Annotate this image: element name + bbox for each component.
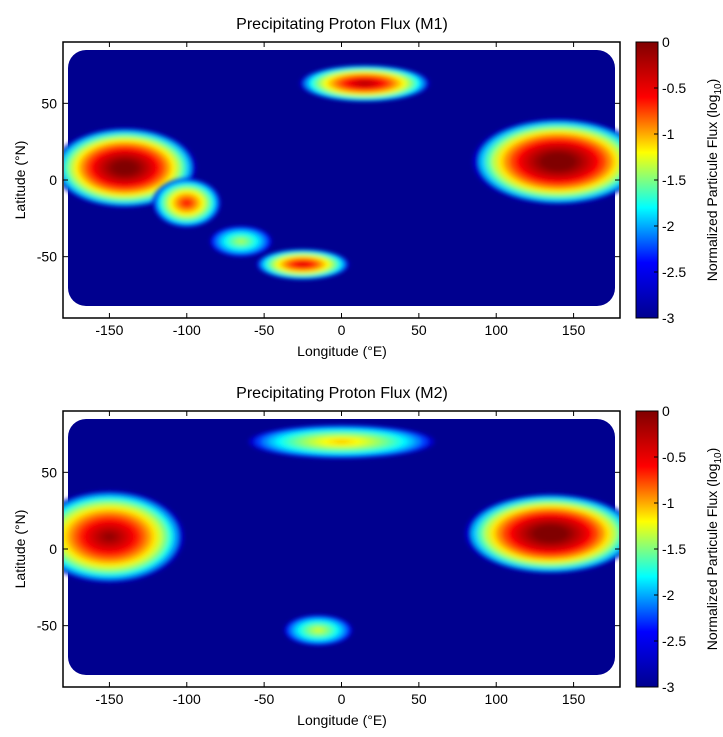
y-tick-label: 0 [49, 541, 57, 557]
colorbar-label-close: ) [704, 448, 720, 453]
y-axis-label: Latitude (°N) [12, 141, 28, 220]
x-tick-label: -150 [95, 322, 123, 338]
x-tick-label: -150 [95, 691, 123, 707]
x-tick-label: 0 [338, 691, 346, 707]
flux-region [35, 491, 184, 583]
x-tick-label: 50 [411, 691, 427, 707]
plot-area [35, 419, 635, 675]
colorbar-label: Normalized Particule Flux (log10) [704, 79, 723, 282]
x-axis-label: Longitude (°E) [297, 343, 387, 359]
x-tick-label: 100 [485, 691, 509, 707]
colorbar-tick-label: -1.5 [662, 541, 686, 557]
colorbar-label-subscript: 10 [713, 83, 723, 95]
colorbar-label-text: Normalized Particule Flux (log [704, 464, 720, 651]
chart-m1-svg: Precipitating Proton Flux (M1) -150 -100-… [0, 0, 723, 368]
colorbar-tick-label: 0 [662, 403, 670, 419]
flux-region [300, 65, 430, 102]
x-tick-label: -100 [173, 322, 201, 338]
colorbar: 0 -0.5 -1 -1.5 -2 -2.5 -3 [636, 403, 686, 695]
chart-panel-m2: Precipitating Proton Flux (M2) -150 -100-… [0, 369, 723, 737]
x-tick-label: 100 [485, 322, 509, 338]
y-tick-label: 50 [41, 95, 57, 111]
chart-title: Precipitating Proton Flux (M2) [236, 385, 448, 402]
chart-m2-svg: Precipitating Proton Flux (M2) -150 -100-… [0, 369, 723, 737]
flux-region [256, 249, 349, 280]
flux-region [249, 425, 435, 459]
colorbar-tick-label: -1.5 [662, 172, 686, 188]
x-tick-label: 150 [562, 691, 586, 707]
x-tick-label: 150 [562, 322, 586, 338]
flux-region [473, 119, 643, 205]
y-tick-label: -50 [37, 249, 57, 265]
chart-title: Precipitating Proton Flux (M1) [236, 16, 448, 33]
flux-region [153, 178, 221, 227]
colorbar-label-subscript: 10 [713, 452, 723, 464]
colorbar-label-close: ) [704, 79, 720, 84]
x-axis-label: Longitude (°E) [297, 712, 387, 728]
flux-region [465, 494, 635, 574]
flux-region [210, 226, 272, 257]
flux-region [284, 615, 352, 646]
colorbar-tick-label: -2.5 [662, 633, 686, 649]
x-tick-label: -50 [254, 322, 274, 338]
colorbar-label: Normalized Particule Flux (log10) [704, 448, 723, 651]
colorbar-tick-label: -1 [662, 495, 675, 511]
colorbar: 0 -0.5 -1 -1.5 -2 -2.5 -3 [636, 34, 686, 326]
colorbar-tick-label: -2.5 [662, 264, 686, 280]
colorbar-tick-label: -0.5 [662, 80, 686, 96]
y-tick-label: -50 [37, 618, 57, 634]
chart-panel-m1: Precipitating Proton Flux (M1) -150 -100-… [0, 0, 723, 368]
y-axis-label: Latitude (°N) [12, 510, 28, 589]
plot-area [54, 50, 643, 306]
y-tick-label: 50 [41, 464, 57, 480]
colorbar-tick-label: 0 [662, 34, 670, 50]
x-tick-label: -100 [173, 691, 201, 707]
colorbar-tick-label: -0.5 [662, 449, 686, 465]
colorbar-tick-label: -1 [662, 126, 675, 142]
colorbar-tick-label: -3 [662, 679, 675, 695]
colorbar-tick-label: -3 [662, 310, 675, 326]
x-tick-label: 50 [411, 322, 427, 338]
x-tick-label: -50 [254, 691, 274, 707]
x-tick-label: 0 [338, 322, 346, 338]
colorbar-tick-label: -2 [662, 218, 675, 234]
colorbar-label-text: Normalized Particule Flux (log [704, 95, 720, 282]
colorbar-tick-label: -2 [662, 587, 675, 603]
y-tick-label: 0 [49, 172, 57, 188]
